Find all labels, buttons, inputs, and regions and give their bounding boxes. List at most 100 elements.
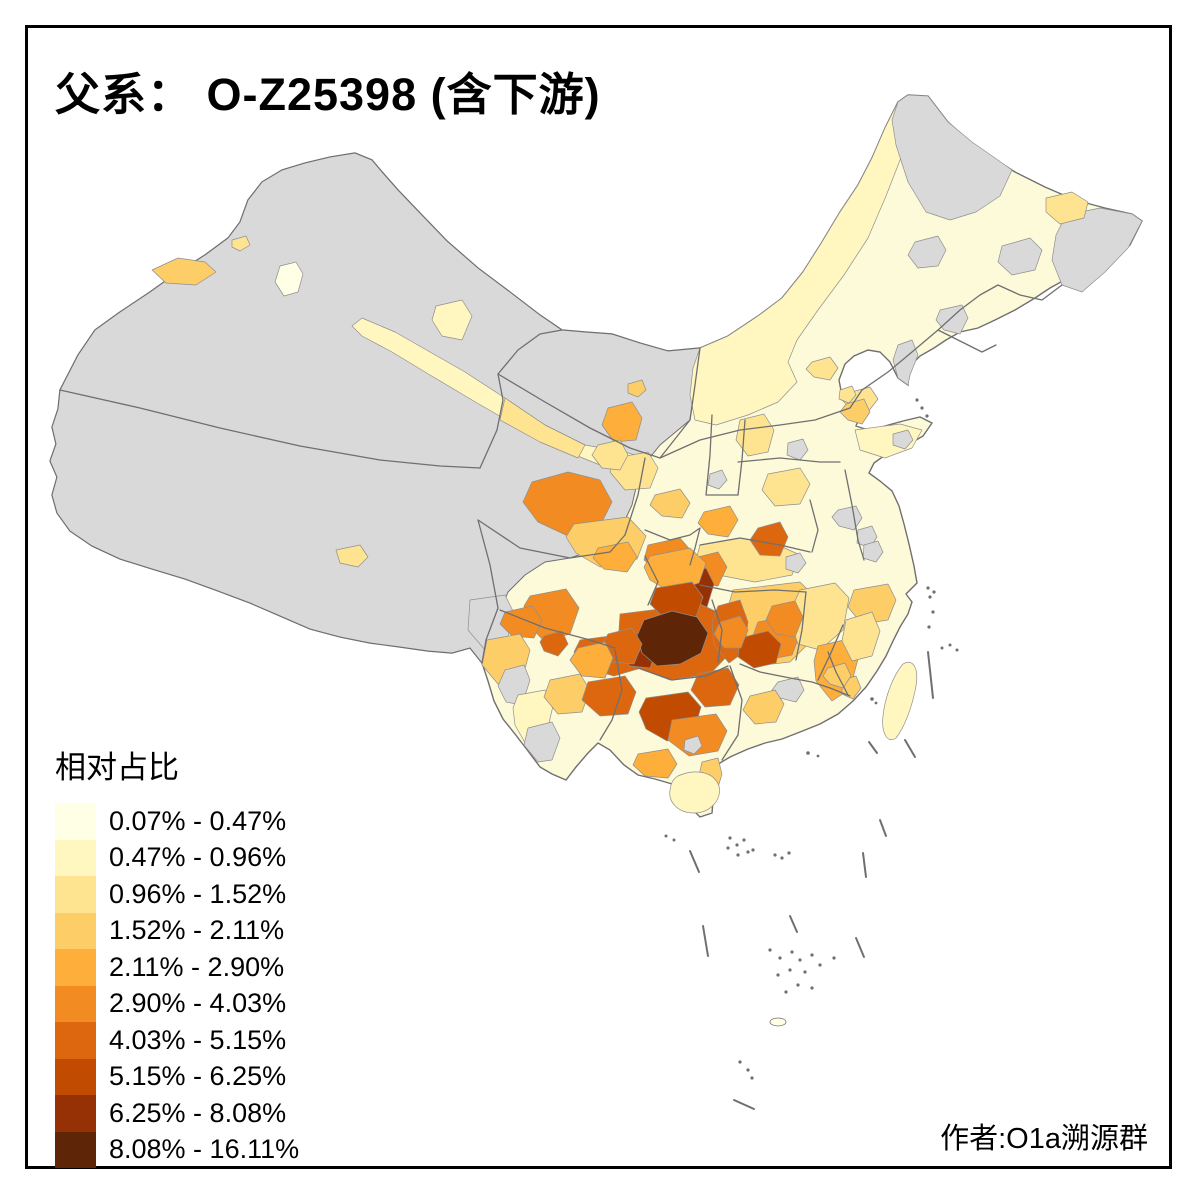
- legend-row: 0.96% - 1.52%: [55, 876, 299, 913]
- island-dot: [778, 956, 782, 960]
- island-dot: [746, 1068, 750, 1072]
- map-patches-layer: [151, 94, 1143, 797]
- border-tibet-east: [477, 519, 499, 664]
- legend-title: 相对占比: [55, 750, 179, 785]
- region-hubei-gray: [785, 552, 807, 574]
- island-dot: [816, 754, 820, 758]
- island-dot: [776, 973, 780, 977]
- legend-row: 0.07% - 0.47%: [55, 803, 299, 840]
- legend-row: 0.47% - 0.96%: [55, 839, 299, 876]
- region-liaoning-east-gray: [935, 304, 969, 335]
- region-meizhou: [822, 662, 852, 689]
- island-dot: [768, 948, 772, 952]
- island-dot: [672, 838, 676, 842]
- region-guangdong-north: [742, 689, 785, 725]
- border-guangdong-fujian: [827, 651, 849, 696]
- region-henan-gray: [786, 438, 809, 461]
- island-dot: [932, 590, 936, 594]
- border-shanxi-east: [737, 419, 746, 496]
- region-wenshan: [581, 675, 637, 717]
- border-jilin-liaoning: [937, 329, 997, 353]
- province-borders-layer: [59, 284, 1063, 761]
- legend-label-6: 2.90% - 4.03%: [109, 988, 287, 1019]
- legend-label-3: 0.96% - 1.52%: [109, 878, 287, 909]
- dash-mid: [789, 915, 798, 933]
- dash-east-2: [855, 937, 865, 958]
- region-gansu-se: [649, 488, 691, 519]
- island-dot: [664, 834, 668, 838]
- island-dot: [955, 648, 959, 652]
- region-xining: [591, 439, 629, 471]
- island-dot: [810, 953, 814, 957]
- border-sichuan-shaanxi: [644, 527, 701, 566]
- legend-row: 1.52% - 2.11%: [55, 912, 299, 949]
- region-kunming: [569, 641, 614, 679]
- region-heilongjiang-east-gray: [1051, 207, 1143, 293]
- island-dot: [915, 398, 919, 402]
- island-dot: [931, 610, 935, 614]
- island-dot: [735, 843, 739, 847]
- dash-east-1: [862, 852, 867, 878]
- region-liuzhou: [713, 615, 749, 649]
- region-anhui-gray-1: [831, 505, 863, 531]
- region-honghe: [543, 673, 591, 715]
- attribution: 作者:O1a溯源群: [940, 1123, 1148, 1155]
- region-chengdu-south: [592, 541, 638, 573]
- legend-label-4: 1.52% - 2.11%: [109, 915, 285, 946]
- region-beijing: [805, 356, 839, 381]
- island-dot: [742, 838, 746, 842]
- dash-south: [733, 1099, 755, 1110]
- region-xian-gray: [707, 469, 728, 490]
- region-heihe-gray: [907, 235, 947, 269]
- island-dot: [788, 968, 792, 972]
- border-yunnan-guangxi: [599, 649, 623, 741]
- border-gansu-inner-mongolia: [497, 347, 701, 459]
- border-guizhou-hunan: [711, 599, 723, 663]
- border-qinghai-east: [624, 457, 646, 536]
- border-inner-mongolia-south: [659, 284, 999, 459]
- legend-swatch-1: [55, 803, 96, 840]
- region-guangxi-coast: [632, 748, 678, 779]
- island-dot: [736, 853, 740, 857]
- region-qingyuan-gray: [771, 676, 805, 703]
- dash-east-3: [879, 819, 887, 837]
- border-qinghai-south: [477, 519, 626, 559]
- border-hunan-jiangxi: [795, 591, 807, 661]
- region-tacheng: [231, 235, 251, 252]
- border-hunan-guangdong: [739, 663, 851, 697]
- island-dot: [726, 846, 730, 850]
- region-hami: [431, 299, 473, 341]
- island-dot: [751, 848, 755, 852]
- legend-row: 5.15% - 6.25%: [55, 1058, 299, 1095]
- region-wuhai: [627, 379, 647, 398]
- island-dot: [784, 990, 788, 994]
- island-dot: [925, 414, 929, 418]
- legend-swatch-3: [55, 876, 96, 913]
- region-yichun: [1045, 191, 1089, 225]
- border-jiangsu-anhui: [844, 469, 865, 561]
- region-leizhou-gray: [683, 735, 703, 755]
- dash-southeast-taiwan: [904, 739, 916, 758]
- legend-label-5: 2.11% - 2.90%: [109, 951, 285, 982]
- region-zhejiang: [847, 583, 897, 625]
- island-dot: [928, 595, 932, 599]
- legend-row: 6.25% - 8.08%: [55, 1095, 299, 1132]
- region-hainan: [669, 771, 720, 814]
- page-title: 父系： O-Z25398 (含下游): [55, 69, 601, 120]
- region-nanning: [667, 713, 728, 757]
- border-guangxi-guangdong: [721, 665, 743, 761]
- legend-row: 4.03% - 5.15%: [55, 1022, 299, 1059]
- island-dot: [818, 963, 822, 967]
- legend-swatch-9: [55, 1095, 96, 1132]
- region-taiwan: [882, 662, 918, 740]
- dash-west-1: [689, 850, 700, 873]
- island-dot: [790, 950, 794, 954]
- region-fujian-northeast: [841, 611, 881, 662]
- island-dot: [927, 625, 931, 629]
- border-shanxi-west: [705, 414, 739, 496]
- islands-layer: [669, 662, 918, 1027]
- region-tianjin: [838, 385, 857, 404]
- region-xishuangbanna-gray: [523, 721, 561, 763]
- island-dot: [940, 646, 944, 650]
- legend-swatch-8: [55, 1058, 96, 1095]
